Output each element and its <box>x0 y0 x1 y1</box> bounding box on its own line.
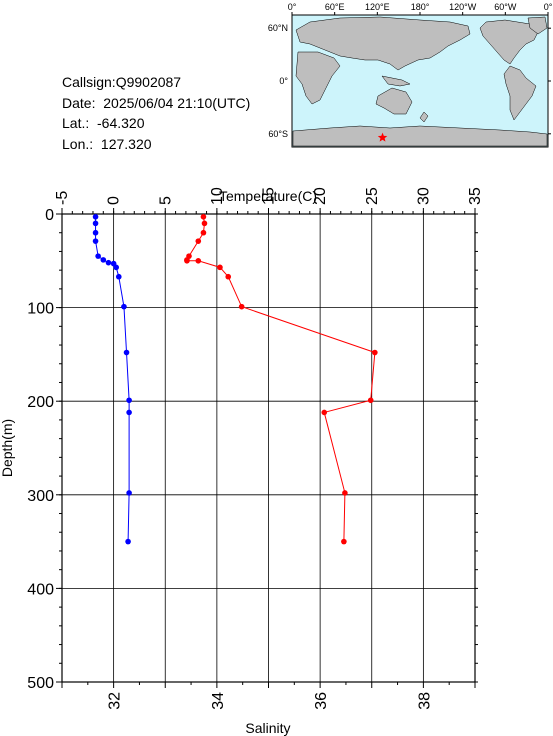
salinity-data-point <box>110 260 117 267</box>
depth-tick-label: 400 <box>27 581 54 598</box>
salinity-data-point <box>92 220 99 227</box>
temperature-data-point <box>342 490 348 496</box>
salinity-axis: 32 34 36 38 <box>61 682 476 710</box>
temperature-data-point <box>195 238 202 244</box>
temperature-tick-label: 30 <box>415 187 432 205</box>
depth-axis-title: Depth(m) <box>0 419 15 477</box>
temperature-data-point <box>372 349 378 356</box>
depth-axis: 0 100 200 300 400 500 <box>27 207 478 692</box>
land-indonesia <box>381 75 411 87</box>
salinity-data-point <box>95 253 101 259</box>
salinity-data-point <box>92 214 99 220</box>
map-lon-label: 180° <box>411 2 430 12</box>
land-australia <box>375 87 413 115</box>
map-lat-label: 0° <box>279 76 288 86</box>
callsign-text: Callsign:Q9902087 <box>62 74 182 90</box>
salinity-data-point <box>126 397 132 404</box>
salinity-data-point <box>121 303 127 310</box>
map-lon-label: 120°E <box>365 2 390 12</box>
salinity-tick-label: 38 <box>416 692 433 710</box>
date-text: Date: 2025/06/04 21:10(UTC) <box>62 94 251 111</box>
map-latitude-ticks: 60°N 0° 60°S <box>268 23 551 139</box>
salinity-data-point <box>92 238 99 244</box>
temperature-data-point <box>200 214 207 220</box>
temperature-tick-label: 35 <box>467 187 484 205</box>
temperature-tick-label: 20 <box>312 187 329 205</box>
depth-tick-label: 0 <box>45 207 54 224</box>
salinity-data-point <box>113 264 120 271</box>
longitude-text: Lon.: 127.320 <box>62 135 152 152</box>
temperature-axis-title: Temperature(C) <box>219 188 317 204</box>
land-eurasia <box>295 16 471 71</box>
salinity-data-point <box>115 273 122 280</box>
map-lat-label: 60°N <box>268 23 288 33</box>
salinity-data-point <box>105 259 112 266</box>
temperature-data-point <box>200 229 207 236</box>
salinity-tick-label: 36 <box>313 692 330 710</box>
temperature-data-point <box>367 397 374 404</box>
temperature-data-point <box>201 220 208 227</box>
star-icon <box>377 132 388 142</box>
temperature-data-point <box>321 409 328 416</box>
chart-grid <box>61 213 476 683</box>
temperature-tick-label: 5 <box>157 196 174 205</box>
map-lon-label: 60°W <box>494 2 517 12</box>
salinity-data-point <box>100 257 107 263</box>
location-map: 0° 60°E 120°E 180° 120°W 60°W 0° 60°N 0° 60°S <box>268 2 553 148</box>
salinity-data-point <box>126 409 132 416</box>
depth-tick-label: 500 <box>27 675 54 692</box>
temperature-profile-line <box>186 216 376 542</box>
temperature-tick-label: -5 <box>54 191 71 205</box>
land-new-zealand <box>419 111 429 123</box>
land-south-america <box>503 65 537 121</box>
temperature-tick-label: 0 <box>106 196 123 205</box>
salinity-profile-line <box>95 216 130 542</box>
map-lon-label: 120°W <box>449 2 477 12</box>
map-lon-label: 0° <box>544 2 553 12</box>
temperature-data-point <box>238 303 245 310</box>
temperature-data-point <box>184 258 190 264</box>
map-lon-label: 60°E <box>325 2 345 12</box>
series-layer <box>92 214 378 545</box>
temperature-data-point <box>341 538 347 545</box>
map-longitude-ticks: 0° 60°E 120°E 180° 120°W 60°W 0° <box>288 2 553 15</box>
temperature-tick-label: 25 <box>364 187 381 205</box>
temperature-tick-label: 15 <box>261 187 278 205</box>
plot-frame <box>61 213 476 683</box>
salinity-tick-label: 32 <box>107 692 124 710</box>
depth-tick-label: 300 <box>27 488 54 505</box>
latitude-text: Lat.: -64.320 <box>62 115 145 131</box>
salinity-data-point <box>126 490 132 496</box>
depth-tick-label: 100 <box>27 301 54 318</box>
salinity-data-point <box>92 229 99 236</box>
map-lat-label: 60°S <box>268 129 288 139</box>
land-africa <box>295 51 341 105</box>
temperature-axis: -5 0 5 10 15 20 25 30 35 <box>54 187 484 214</box>
land-antarctica <box>292 125 548 147</box>
temperature-data-point <box>225 273 232 280</box>
temperature-data-point <box>217 264 223 271</box>
salinity-data-point <box>125 538 131 545</box>
land-greenland <box>527 16 548 35</box>
salinity-tick-label: 34 <box>210 692 227 710</box>
temperature-data-point <box>195 258 202 264</box>
salinity-data-point <box>123 349 130 356</box>
depth-tick-label: 200 <box>27 394 54 411</box>
temperature-data-point <box>186 253 192 259</box>
salinity-axis-title: Salinity <box>245 720 290 736</box>
temperature-tick-label: 10 <box>209 187 226 205</box>
map-land <box>292 16 548 147</box>
map-lon-label: 0° <box>288 2 297 12</box>
temperature-data-point <box>184 257 190 263</box>
station-info: Callsign:Q9902087 Date: 2025/06/04 21:10… <box>62 72 250 154</box>
